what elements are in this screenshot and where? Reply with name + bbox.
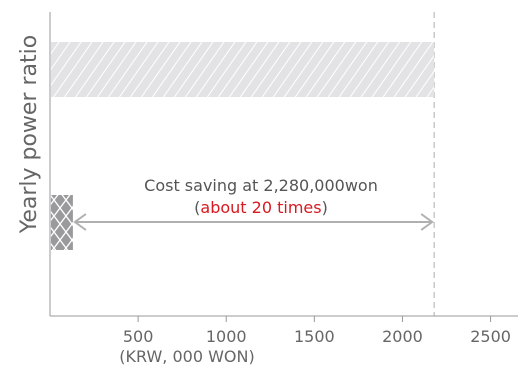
bar-1 [51,42,435,97]
annotation-line1: Cost saving at 2,280,000won [144,176,378,195]
x-tick-label: 1500 [294,327,335,346]
saving-arrow-left-head [73,213,87,231]
x-tick-label: 2500 [470,327,511,346]
saving-arrow-right-head [420,213,434,231]
x-tick-label: 500 [123,327,154,346]
annotation-highlight: about 20 times [200,198,321,217]
bar-2 [51,195,73,250]
annotation-line2: (about 20 times) [194,198,328,217]
y-axis-label: Yearly power ratio [17,35,42,234]
x-tick-label: 1000 [206,327,247,346]
x-tick-label: 2000 [382,327,423,346]
annotation-close-paren: ) [322,198,328,217]
x-axis-label: (KRW, 000 WON) [119,347,254,366]
annotation-open-paren: ( [194,198,200,217]
